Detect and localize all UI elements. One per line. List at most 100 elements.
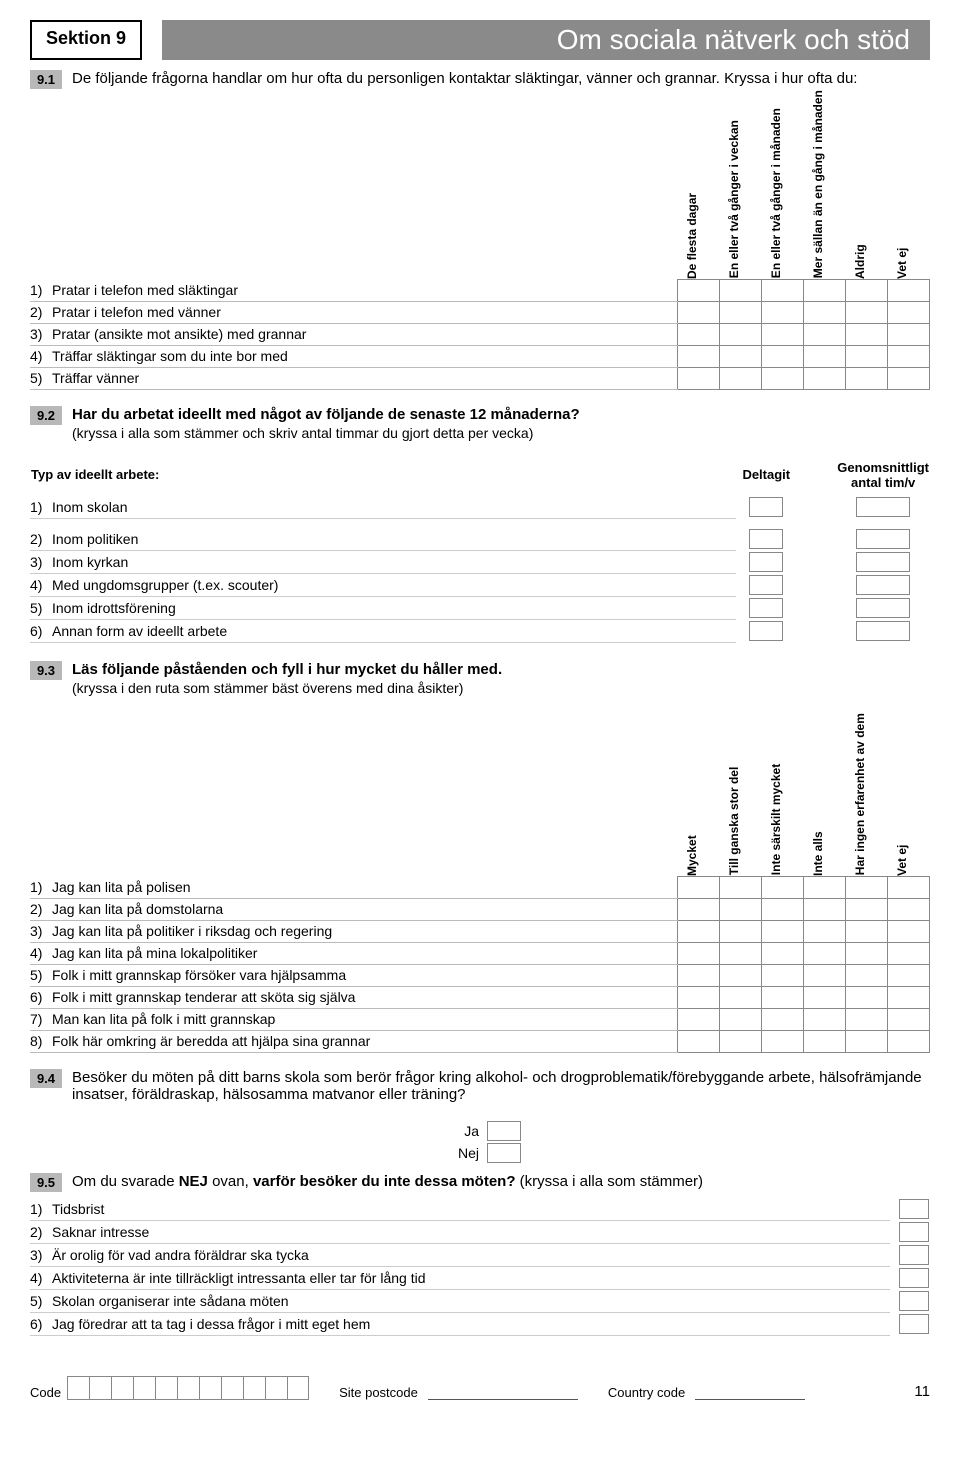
q93-checkbox[interactable]: [762, 898, 804, 920]
q93-checkbox[interactable]: [888, 920, 930, 942]
q91-checkbox[interactable]: [762, 345, 804, 367]
q91-checkbox[interactable]: [678, 279, 720, 301]
q93-checkbox[interactable]: [804, 1030, 846, 1052]
q93-checkbox[interactable]: [720, 942, 762, 964]
q91-checkbox[interactable]: [804, 279, 846, 301]
q94-no-box[interactable]: [487, 1143, 521, 1163]
q94-yes-box[interactable]: [487, 1121, 521, 1141]
q92-hours-box[interactable]: [856, 621, 910, 641]
q91-checkbox[interactable]: [678, 367, 720, 389]
q93-checkbox[interactable]: [846, 1030, 888, 1052]
q93-checkbox[interactable]: [720, 986, 762, 1008]
q91-checkbox[interactable]: [720, 345, 762, 367]
code-cell[interactable]: [221, 1376, 243, 1400]
q91-checkbox[interactable]: [846, 323, 888, 345]
code-cell[interactable]: [133, 1376, 155, 1400]
q92-deltagit-box[interactable]: [749, 598, 783, 618]
q93-checkbox[interactable]: [846, 920, 888, 942]
code-cell[interactable]: [287, 1376, 309, 1400]
q92-hours-box[interactable]: [856, 497, 910, 517]
q91-checkbox[interactable]: [846, 367, 888, 389]
code-cells[interactable]: [67, 1376, 309, 1400]
q93-checkbox[interactable]: [762, 942, 804, 964]
q92-hours-box[interactable]: [856, 552, 910, 572]
q93-checkbox[interactable]: [678, 898, 720, 920]
q91-checkbox[interactable]: [804, 345, 846, 367]
code-cell[interactable]: [243, 1376, 265, 1400]
q91-checkbox[interactable]: [804, 301, 846, 323]
q95-checkbox[interactable]: [899, 1314, 929, 1334]
q91-checkbox[interactable]: [846, 279, 888, 301]
q93-checkbox[interactable]: [888, 876, 930, 898]
q91-checkbox[interactable]: [678, 301, 720, 323]
q93-checkbox[interactable]: [804, 964, 846, 986]
q93-checkbox[interactable]: [678, 920, 720, 942]
q93-checkbox[interactable]: [720, 898, 762, 920]
q95-checkbox[interactable]: [899, 1222, 929, 1242]
code-cell[interactable]: [111, 1376, 133, 1400]
q91-checkbox[interactable]: [804, 323, 846, 345]
q95-checkbox[interactable]: [899, 1245, 929, 1265]
code-cell[interactable]: [177, 1376, 199, 1400]
q93-checkbox[interactable]: [720, 876, 762, 898]
q91-checkbox[interactable]: [762, 323, 804, 345]
q95-checkbox[interactable]: [899, 1199, 929, 1219]
q93-checkbox[interactable]: [762, 986, 804, 1008]
q95-checkbox[interactable]: [899, 1291, 929, 1311]
q91-checkbox[interactable]: [888, 367, 930, 389]
q93-checkbox[interactable]: [720, 964, 762, 986]
q93-checkbox[interactable]: [678, 876, 720, 898]
q93-checkbox[interactable]: [846, 964, 888, 986]
q93-checkbox[interactable]: [888, 942, 930, 964]
q91-checkbox[interactable]: [888, 323, 930, 345]
postcode-line[interactable]: [428, 1382, 578, 1400]
q93-checkbox[interactable]: [888, 964, 930, 986]
q93-checkbox[interactable]: [678, 986, 720, 1008]
q93-checkbox[interactable]: [804, 876, 846, 898]
code-cell[interactable]: [67, 1376, 89, 1400]
code-cell[interactable]: [155, 1376, 177, 1400]
q93-checkbox[interactable]: [846, 898, 888, 920]
q91-checkbox[interactable]: [888, 279, 930, 301]
q93-checkbox[interactable]: [720, 920, 762, 942]
q92-deltagit-box[interactable]: [749, 552, 783, 572]
q93-checkbox[interactable]: [846, 1008, 888, 1030]
q93-checkbox[interactable]: [888, 898, 930, 920]
q91-checkbox[interactable]: [678, 323, 720, 345]
code-cell[interactable]: [89, 1376, 111, 1400]
q93-checkbox[interactable]: [678, 1008, 720, 1030]
q93-checkbox[interactable]: [762, 920, 804, 942]
q91-checkbox[interactable]: [762, 301, 804, 323]
q91-checkbox[interactable]: [888, 345, 930, 367]
q91-checkbox[interactable]: [678, 345, 720, 367]
q93-checkbox[interactable]: [804, 1008, 846, 1030]
country-line[interactable]: [695, 1382, 805, 1400]
q91-checkbox[interactable]: [720, 301, 762, 323]
q93-checkbox[interactable]: [720, 1008, 762, 1030]
q95-checkbox[interactable]: [899, 1268, 929, 1288]
q91-checkbox[interactable]: [804, 367, 846, 389]
q91-checkbox[interactable]: [762, 279, 804, 301]
q93-checkbox[interactable]: [804, 898, 846, 920]
q92-deltagit-box[interactable]: [749, 575, 783, 595]
q93-checkbox[interactable]: [678, 942, 720, 964]
q93-checkbox[interactable]: [762, 1008, 804, 1030]
q93-checkbox[interactable]: [846, 942, 888, 964]
q93-checkbox[interactable]: [762, 1030, 804, 1052]
q93-checkbox[interactable]: [846, 876, 888, 898]
q91-checkbox[interactable]: [720, 279, 762, 301]
q91-checkbox[interactable]: [846, 301, 888, 323]
q92-hours-box[interactable]: [856, 529, 910, 549]
code-cell[interactable]: [265, 1376, 287, 1400]
q92-hours-box[interactable]: [856, 598, 910, 618]
q91-checkbox[interactable]: [846, 345, 888, 367]
q93-checkbox[interactable]: [846, 986, 888, 1008]
q93-checkbox[interactable]: [804, 920, 846, 942]
code-cell[interactable]: [199, 1376, 221, 1400]
q93-checkbox[interactable]: [888, 1008, 930, 1030]
q91-checkbox[interactable]: [720, 367, 762, 389]
q93-checkbox[interactable]: [678, 964, 720, 986]
q93-checkbox[interactable]: [762, 876, 804, 898]
q93-checkbox[interactable]: [678, 1030, 720, 1052]
q92-deltagit-box[interactable]: [749, 621, 783, 641]
